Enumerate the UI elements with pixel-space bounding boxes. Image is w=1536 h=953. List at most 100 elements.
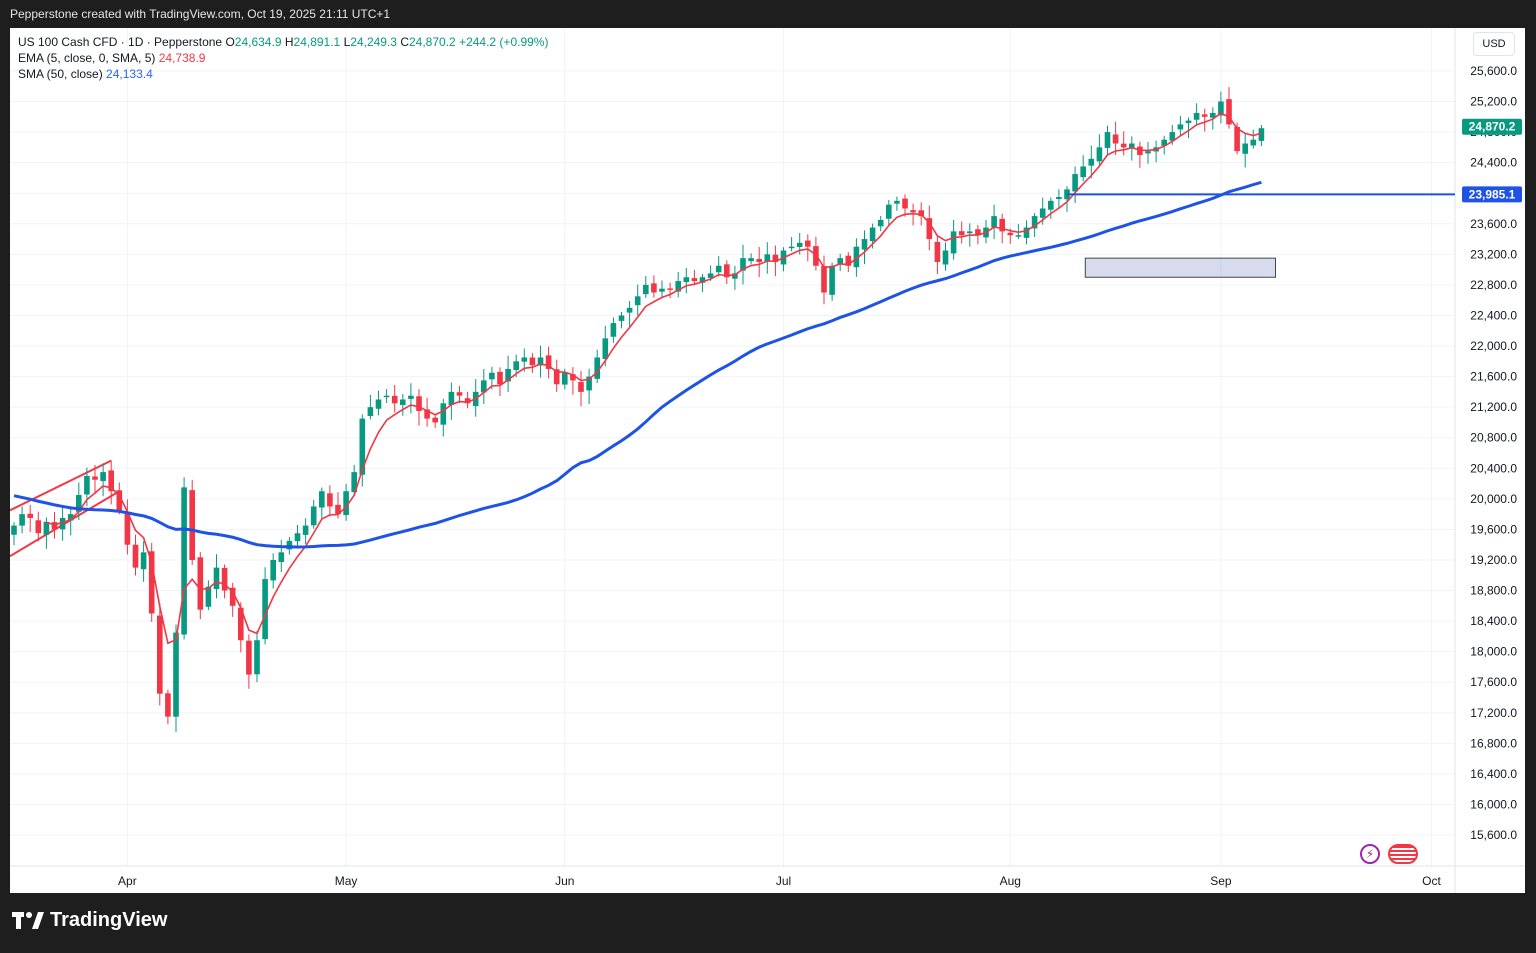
- candle-body[interactable]: [545, 355, 552, 369]
- candle-body[interactable]: [108, 470, 114, 492]
- candle-body[interactable]: [910, 210, 916, 213]
- candle-body[interactable]: [837, 258, 843, 264]
- candle-body[interactable]: [626, 307, 633, 313]
- candle-body[interactable]: [327, 493, 333, 507]
- candle-body[interactable]: [359, 418, 366, 475]
- candle-body[interactable]: [999, 218, 1005, 232]
- candle-body[interactable]: [1201, 114, 1208, 117]
- candle-body[interactable]: [788, 246, 795, 249]
- candle-body[interactable]: [375, 399, 382, 409]
- lightning-icon[interactable]: ⚡: [1360, 844, 1380, 864]
- candle-body[interactable]: [537, 357, 544, 366]
- candle-body[interactable]: [464, 398, 471, 404]
- candle-body[interactable]: [894, 200, 900, 204]
- trend-channel-line[interactable]: [10, 459, 112, 512]
- candle-body[interactable]: [634, 296, 641, 306]
- candle-body[interactable]: [294, 533, 301, 542]
- candle-body[interactable]: [35, 520, 42, 534]
- candle-body[interactable]: [140, 552, 147, 570]
- symbol-label[interactable]: US 100 Cash CFD · 1D · Pepperstone: [18, 35, 223, 49]
- candle-body[interactable]: [302, 525, 309, 535]
- candle-body[interactable]: [1250, 139, 1257, 146]
- candle-body[interactable]: [400, 399, 406, 405]
- candle-body[interactable]: [918, 210, 924, 217]
- candle-body[interactable]: [1193, 112, 1200, 120]
- candle-body[interactable]: [1161, 139, 1167, 146]
- candle-body[interactable]: [181, 487, 187, 635]
- candle-body[interactable]: [189, 490, 195, 560]
- candle-body[interactable]: [683, 277, 690, 283]
- candle-body[interactable]: [740, 258, 746, 271]
- candle-body[interactable]: [440, 403, 447, 425]
- us-flag-icon[interactable]: [1388, 844, 1418, 864]
- candle-body[interactable]: [991, 216, 997, 228]
- candle-body[interactable]: [1129, 143, 1135, 148]
- candle-body[interactable]: [1104, 132, 1111, 148]
- candle-body[interactable]: [869, 227, 876, 242]
- candle-body[interactable]: [416, 396, 422, 411]
- candle-body[interactable]: [148, 551, 155, 614]
- candle-body[interactable]: [934, 241, 941, 262]
- candle-body[interactable]: [448, 391, 455, 406]
- candle-body[interactable]: [505, 368, 511, 382]
- candle-body[interactable]: [829, 265, 835, 295]
- candle-body[interactable]: [1088, 158, 1095, 166]
- candle-body[interactable]: [1080, 166, 1086, 178]
- candle-body[interactable]: [51, 522, 58, 530]
- candle-body[interactable]: [553, 369, 560, 385]
- candle-body[interactable]: [254, 640, 260, 675]
- candle-body[interactable]: [67, 514, 74, 521]
- candle-body[interactable]: [764, 254, 771, 262]
- candle-body[interactable]: [27, 513, 33, 518]
- candle-body[interactable]: [229, 587, 236, 606]
- candle-body[interactable]: [1258, 128, 1265, 141]
- candle-body[interactable]: [489, 372, 495, 380]
- candle-body[interactable]: [877, 219, 884, 227]
- candle-body[interactable]: [594, 357, 600, 379]
- candle-body[interactable]: [197, 557, 204, 610]
- candle-body[interactable]: [667, 288, 673, 290]
- candle-body[interactable]: [456, 392, 463, 396]
- candle-body[interactable]: [157, 615, 163, 694]
- candle-body[interactable]: [1226, 99, 1232, 125]
- candle-body[interactable]: [132, 544, 139, 568]
- candle-body[interactable]: [84, 475, 90, 495]
- candle-body[interactable]: [1242, 143, 1248, 154]
- candle-body[interactable]: [173, 632, 179, 717]
- candle-body[interactable]: [1007, 232, 1014, 236]
- candle-body[interactable]: [1056, 197, 1062, 200]
- candle-body[interactable]: [942, 250, 949, 265]
- candle-body[interactable]: [76, 495, 82, 512]
- candle-body[interactable]: [1120, 143, 1127, 148]
- candle-body[interactable]: [1169, 132, 1176, 141]
- candle-body[interactable]: [343, 491, 349, 516]
- candle-body[interactable]: [43, 521, 50, 535]
- candle-body[interactable]: [100, 472, 106, 482]
- candle-body[interactable]: [1234, 126, 1240, 152]
- candle-body[interactable]: [1177, 124, 1184, 130]
- candle-body[interactable]: [238, 607, 244, 641]
- candle-body[interactable]: [213, 567, 220, 590]
- sma-line[interactable]: [13, 180, 1262, 549]
- candle-body[interactable]: [958, 231, 965, 236]
- candle-body[interactable]: [975, 229, 981, 236]
- tradingview-logo[interactable]: TradingView: [12, 909, 167, 932]
- candle-body[interactable]: [618, 315, 625, 321]
- candle-body[interactable]: [1112, 134, 1119, 144]
- candle-body[interactable]: [513, 361, 519, 371]
- candle-body[interactable]: [724, 264, 730, 278]
- candle-body[interactable]: [367, 407, 374, 417]
- candle-body[interactable]: [1210, 112, 1216, 118]
- candle-body[interactable]: [59, 517, 66, 530]
- currency-button[interactable]: USD: [1473, 32, 1515, 56]
- candle-body[interactable]: [432, 417, 438, 423]
- candle-body[interactable]: [1023, 227, 1030, 238]
- candle-body[interactable]: [845, 255, 852, 266]
- candle-body[interactable]: [853, 246, 860, 268]
- candle-body[interactable]: [497, 371, 503, 385]
- candle-body[interactable]: [351, 472, 357, 493]
- candle-body[interactable]: [707, 273, 714, 278]
- candle-body[interactable]: [262, 579, 268, 640]
- candle-body[interactable]: [756, 258, 762, 262]
- candle-body[interactable]: [278, 552, 285, 562]
